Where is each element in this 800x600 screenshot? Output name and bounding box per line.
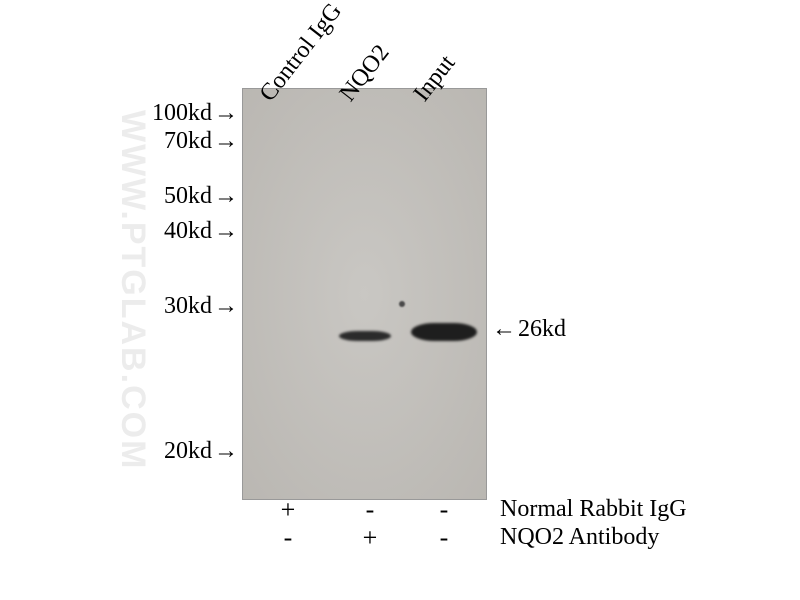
mw-marker-0: 100kd→ [152, 100, 238, 127]
watermark-bottom: .COM [114, 374, 152, 471]
mw-text-2: 50kd [164, 183, 212, 209]
arrow-right-icon: → [214, 438, 238, 465]
arrow-right-icon: → [214, 183, 238, 210]
ip-row-label-1: NQO2 Antibody [500, 524, 659, 551]
mw-text-4: 30kd [164, 293, 212, 319]
protein-band-0 [339, 331, 391, 341]
mw-marker-1: 70kd→ [164, 128, 238, 155]
ip-cell-r1-c0: - [268, 523, 308, 553]
target-band-text: 26kd [518, 316, 566, 342]
blot-background-texture [243, 89, 486, 499]
ip-cell-r0-c2: - [424, 495, 464, 525]
ip-cell-r0-c0: + [268, 495, 308, 525]
ip-cell-r1-c1: + [350, 523, 390, 553]
mw-marker-4: 30kd→ [164, 293, 238, 320]
ip-cell-r0-c1: - [350, 495, 390, 525]
arrow-right-icon: → [214, 128, 238, 155]
arrow-left-icon: ← [492, 316, 516, 342]
blot-membrane [242, 88, 487, 500]
mw-marker-3: 40kd→ [164, 218, 238, 245]
mw-text-0: 100kd [152, 100, 212, 126]
mw-text-5: 20kd [164, 438, 212, 464]
figure-container: WWW.PTGLAB.COM Control IgGNQO2Input 100k… [0, 0, 800, 600]
target-band-label: ←26kd [492, 316, 566, 343]
arrow-right-icon: → [214, 218, 238, 245]
mw-marker-2: 50kd→ [164, 183, 238, 210]
arrow-right-icon: → [214, 293, 238, 320]
mw-text-3: 40kd [164, 218, 212, 244]
ip-cell-r1-c2: - [424, 523, 464, 553]
protein-band-1 [411, 323, 477, 341]
watermark: WWW.PTGLAB.COM [113, 110, 152, 470]
mw-marker-5: 20kd→ [164, 438, 238, 465]
speck-0 [399, 301, 405, 307]
arrow-right-icon: → [214, 100, 238, 127]
ip-row-label-0: Normal Rabbit IgG [500, 496, 687, 523]
watermark-top: WWW.PTGLAB [114, 110, 152, 374]
mw-text-1: 70kd [164, 128, 212, 154]
